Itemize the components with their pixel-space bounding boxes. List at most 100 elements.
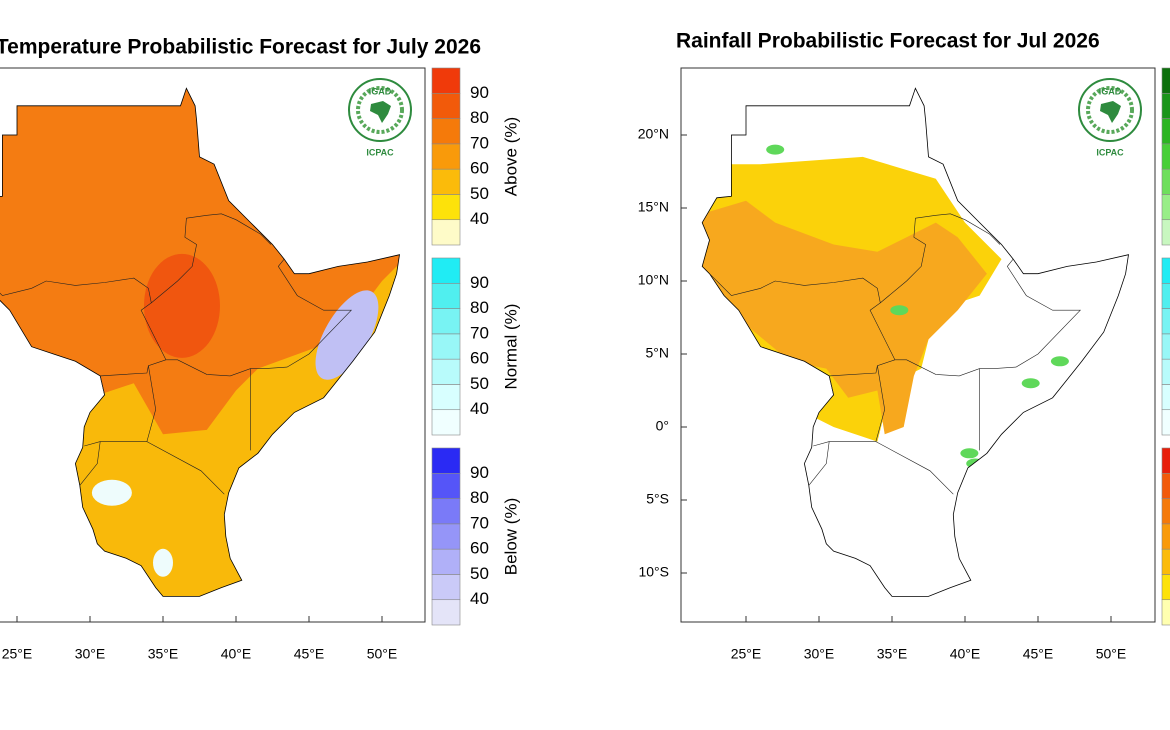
logo-continent [370,101,391,123]
colorbar-box [431,257,461,284]
country-border [146,359,225,495]
field-normal [153,548,173,577]
colorbar-tick-label: 40 [470,589,489,608]
colorbar-tick-label: 40 [470,399,489,418]
colorbar-tick-label: 60 [470,539,489,558]
y-tick-label: 10°N [638,272,669,288]
colorbar-box [431,308,461,335]
colorbar-box [431,472,461,499]
colorbar-box [431,498,461,525]
colorbar-box [1161,257,1170,284]
y-tick-label: 0° [656,418,669,434]
country-border [186,213,272,245]
country-border [828,365,878,395]
colorbar-box [431,168,461,195]
colorbar-box [431,333,461,360]
colorbar-box [1161,194,1170,221]
field-normal [91,479,132,506]
colorbar-box [431,92,461,119]
x-tick-label: 50°E [1096,646,1127,662]
region-outline [701,87,1129,597]
colorbar-tick-label: 60 [470,159,489,178]
country-border [79,441,101,486]
colorbar-box [1161,358,1170,385]
panel-title: Temperature Probabilistic Forecast for J… [0,36,481,59]
field-above [960,448,979,459]
colorbar-box [1161,67,1170,94]
colorbar-box [1161,333,1170,360]
colorbar-tick-label: 80 [470,488,489,507]
colorbar-box [1161,574,1170,601]
colorbar-label: Normal (%) [501,304,520,390]
x-tick-label: 40°E [950,646,981,662]
x-tick-label: 25°E [2,646,33,662]
colorbar: 40 50 60 70 80 90 Normal (%) [431,257,520,436]
panel-title: Rainfall Probabilistic Forecast for Jul … [676,30,1100,53]
colorbar-tick-label: 80 [470,108,489,127]
x-tick-label: 50°E [367,646,398,662]
colorbar-box [431,282,461,309]
country-border [808,441,830,486]
colorbar-tick-label: 70 [470,513,489,532]
country-border [880,218,926,304]
colorbar-tick-label: 70 [470,323,489,342]
colorbar-box [431,194,461,221]
colorbar-tick-label: 90 [470,83,489,102]
colorbar-box [431,599,461,626]
logo-text: ICPAC [1096,147,1124,157]
field-above [1021,378,1040,389]
y-tick-label: 15°N [638,199,669,215]
region-outline [0,87,400,597]
country-border [0,277,167,360]
y-tick-label: 5°N [646,345,670,361]
colorbar-tick-label: 50 [470,564,489,583]
colorbar-box [431,118,461,145]
colorbar-box [1161,498,1170,525]
x-tick-label: 35°E [877,646,908,662]
field-above-high [143,253,220,358]
colorbar-box [431,409,461,436]
colorbar-tick-label: 50 [470,374,489,393]
logo-continent [1100,101,1121,123]
y-tick-label: 5°S [646,491,669,507]
colorbar-box [1161,548,1170,575]
colorbar-tick-label: 90 [470,463,489,482]
colorbar-box [1161,523,1170,550]
colorbar-box [431,523,461,550]
country-border [165,258,353,377]
logo-ring [356,86,404,134]
colorbar-box [1161,409,1170,436]
y-tick-label: 10°S [638,564,669,580]
country-border [875,359,954,495]
colorbar-box [1161,308,1170,335]
colorbar-box [1161,118,1170,145]
colorbar-box [431,384,461,411]
x-tick-label: 45°E [294,646,325,662]
x-tick-label: 40°E [221,646,252,662]
y-tick-label: 20°N [638,126,669,142]
country-border [915,213,1001,245]
x-tick-label: 30°E [804,646,835,662]
field-above [890,305,909,316]
colorbar-box [1161,143,1170,170]
map-panel: 25°E 30°E 35°E 40°E 45°E 50°E 20°N 15°N 10°N 5°N 0… [638,30,1156,662]
colorbar-box [431,143,461,170]
field-below [315,290,379,380]
logo: IGAD ICPAC [348,78,412,157]
colorbar-label: Below (%) [501,498,520,575]
colorbar-box [1161,168,1170,195]
colorbar-box [1161,472,1170,499]
field-above [766,144,785,155]
colorbar: 40 50 60 70 80 90 Above (%) [431,67,520,246]
colorbar-box [1161,599,1170,626]
colorbar-tick-label: 80 [470,298,489,317]
colorbar-tick-label: 60 [470,349,489,368]
colorbar-tick-label: 40 [470,209,489,228]
map-panel: 25°E 30°E 35°E 40°E 45°E 50°E Temperature Prob… [0,36,481,662]
colorbar-box [431,574,461,601]
colorbar-box [431,358,461,385]
country-border [99,365,149,395]
logo-text: IGAD [1099,86,1122,96]
colorbar-box [431,67,461,94]
